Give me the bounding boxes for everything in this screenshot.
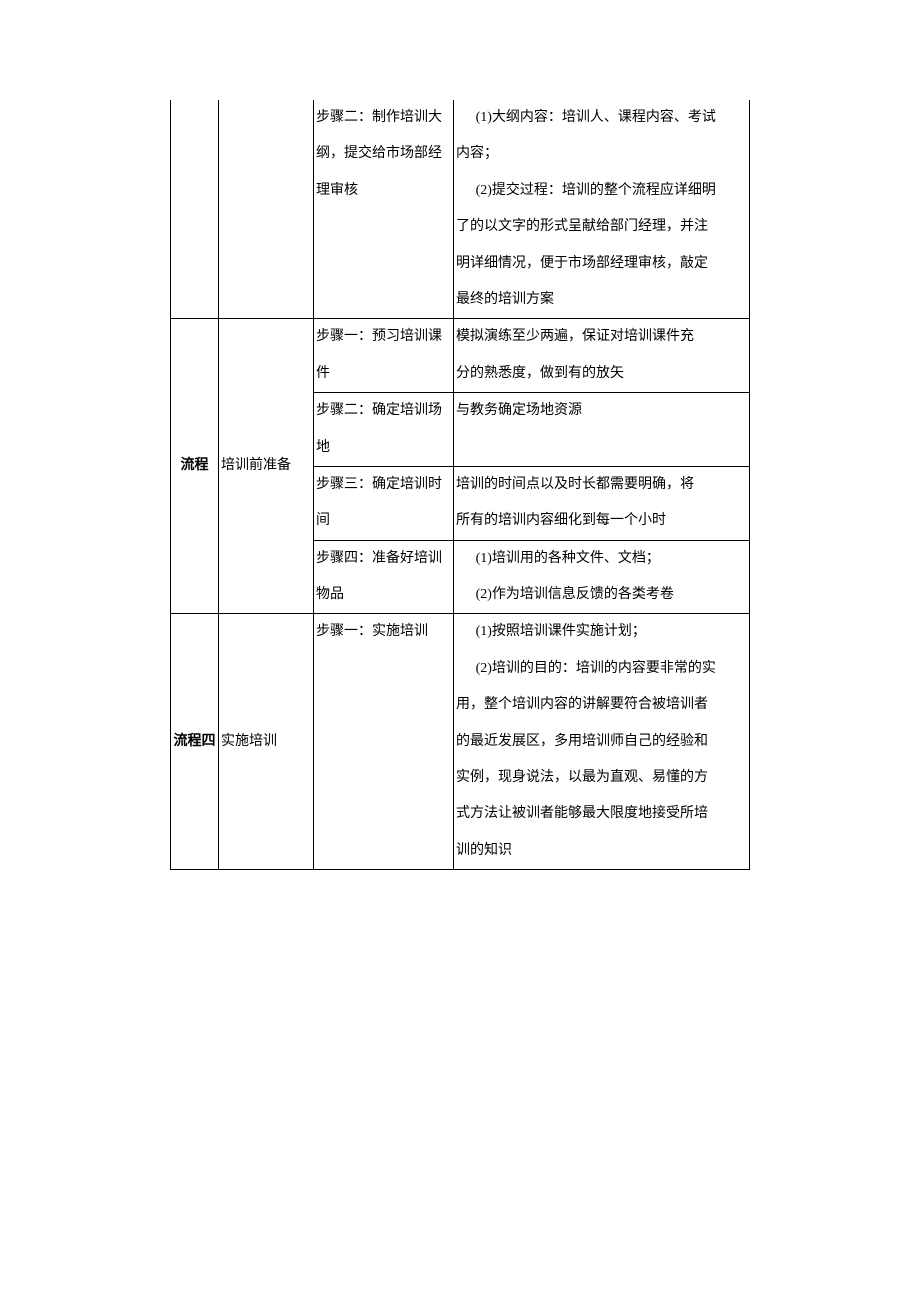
- detail-line: 实例，现身说法，以最为直观、易懂的方: [456, 760, 747, 796]
- table-row: 流程四 实施培训 步骤一：实施培训 (1)按照培训课件实施计划； (2)培训的目…: [171, 614, 750, 870]
- detail-cell: 培训的时间点以及时长都需要明确，将 所有的培训内容细化到每一个小时: [454, 466, 750, 540]
- process-name-cell: [219, 100, 314, 319]
- process-label-cell: 流程四: [171, 614, 219, 870]
- detail-line: 与教务确定场地资源: [456, 393, 747, 429]
- detail-line: 的最近发展区，多用培训师自己的经验和: [456, 724, 747, 760]
- detail-line: 了的以文字的形式呈献给部门经理，并注: [456, 209, 747, 245]
- detail-line: 训的知识: [456, 833, 747, 869]
- detail-line: (2)培训的目的：培训的内容要非常的实: [456, 651, 747, 687]
- step-cell: 步骤三：确定培训时间: [314, 466, 454, 540]
- detail-cell: (1)按照培训课件实施计划； (2)培训的目的：培训的内容要非常的实 用，整个培…: [454, 614, 750, 870]
- detail-cell: 模拟演练至少两遍，保证对培训课件充 分的熟悉度，做到有的放矢: [454, 319, 750, 393]
- step-cell: 步骤一：实施培训: [314, 614, 454, 870]
- step-cell: 步骤一：预习培训课件: [314, 319, 454, 393]
- detail-line: 培训的时间点以及时长都需要明确，将: [456, 467, 747, 503]
- detail-line: 分的熟悉度，做到有的放矢: [456, 356, 747, 392]
- detail-line: 模拟演练至少两遍，保证对培训课件充: [456, 319, 747, 355]
- detail-line: (2)提交过程：培训的整个流程应详细明: [456, 173, 747, 209]
- detail-line: 内容；: [456, 136, 747, 172]
- detail-line: 式方法让被训者能够最大限度地接受所培: [456, 796, 747, 832]
- detail-line: (2)作为培训信息反馈的各类考卷: [456, 577, 747, 613]
- step-cell: 步骤二：制作培训大纲，提交给市场部经理审核: [314, 100, 454, 319]
- process-name-cell: 实施培训: [219, 614, 314, 870]
- detail-cell: (1)培训用的各种文件、文档； (2)作为培训信息反馈的各类考卷: [454, 540, 750, 614]
- detail-cell: (1)大纲内容：培训人、课程内容、考试 内容； (2)提交过程：培训的整个流程应…: [454, 100, 750, 319]
- process-label-cell: [171, 100, 219, 319]
- detail-line: 所有的培训内容细化到每一个小时: [456, 503, 747, 539]
- detail-cell: 与教务确定场地资源: [454, 393, 750, 467]
- detail-line: 明详细情况，便于市场部经理审核，敲定: [456, 246, 747, 282]
- detail-line: (1)大纲内容：培训人、课程内容、考试: [456, 100, 747, 136]
- detail-line: 最终的培训方案: [456, 282, 747, 318]
- table-row: 步骤二：制作培训大纲，提交给市场部经理审核 (1)大纲内容：培训人、课程内容、考…: [171, 100, 750, 319]
- training-process-table: 步骤二：制作培训大纲，提交给市场部经理审核 (1)大纲内容：培训人、课程内容、考…: [170, 100, 750, 870]
- process-name-cell: 培训前准备: [219, 319, 314, 614]
- detail-line: (1)培训用的各种文件、文档；: [456, 541, 747, 577]
- process-label-cell: 流程: [171, 319, 219, 614]
- step-cell: 步骤二：确定培训场地: [314, 393, 454, 467]
- detail-line: 用，整个培训内容的讲解要符合被培训者: [456, 687, 747, 723]
- step-cell: 步骤四：准备好培训物品: [314, 540, 454, 614]
- table-row: 流程 培训前准备 步骤一：预习培训课件 模拟演练至少两遍，保证对培训课件充 分的…: [171, 319, 750, 393]
- detail-line: (1)按照培训课件实施计划；: [456, 614, 747, 650]
